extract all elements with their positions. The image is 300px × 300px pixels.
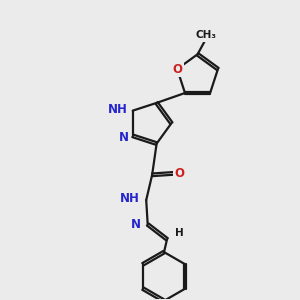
Text: CH₃: CH₃ <box>196 30 217 40</box>
Text: N: N <box>131 218 141 231</box>
Text: N: N <box>119 131 129 144</box>
Text: O: O <box>172 63 182 76</box>
Text: NH: NH <box>108 103 128 116</box>
Text: NH: NH <box>120 192 140 205</box>
Text: O: O <box>175 167 185 180</box>
Text: H: H <box>175 228 184 238</box>
